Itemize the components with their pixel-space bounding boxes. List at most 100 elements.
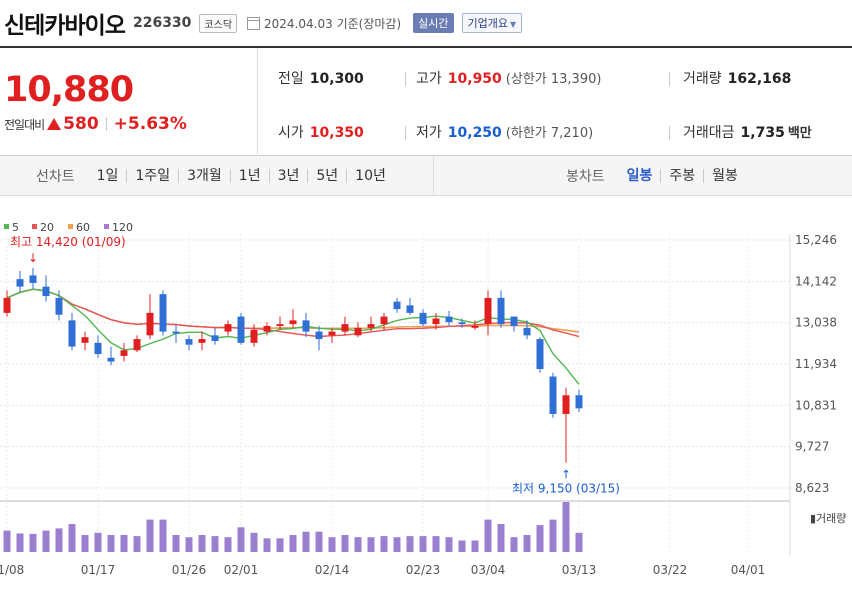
candle — [3, 290, 11, 317]
candle-body — [406, 305, 414, 313]
tab-weekly[interactable]: 주봉 — [660, 169, 703, 183]
annotations: 최고 14,420 (01/09) ↓ ↑최저 9,150 (03/15) — [10, 235, 620, 496]
volume-bar — [289, 535, 297, 552]
current-price: 10,880 — [4, 70, 134, 110]
volume-bar — [185, 537, 193, 552]
price-chart: 5 20 60 120 15,246 14,142 13,038 11,934 10,831 9… — [0, 221, 846, 577]
volume-bar — [81, 535, 89, 552]
candle-body — [250, 329, 258, 343]
arrow-down-icon: ↓ — [28, 251, 38, 265]
candle-body — [263, 325, 271, 332]
volume-bar — [393, 537, 401, 552]
ma5-line — [6, 288, 580, 385]
x-tick-label: 02/14 — [315, 563, 350, 577]
candle-body — [224, 324, 232, 332]
volume-bar — [55, 528, 63, 552]
candle — [172, 324, 180, 343]
candle — [380, 312, 388, 330]
legend-label-20: 20 — [40, 221, 54, 234]
stock-code: 226330 — [132, 15, 192, 31]
candle-body — [55, 297, 63, 315]
candle-body — [29, 275, 37, 283]
company-overview-button[interactable]: 기업개요 ▼ — [461, 13, 523, 33]
legend-swatch-20 — [32, 224, 37, 229]
candle-chart-label: 봉차트 — [566, 169, 605, 185]
candle — [29, 267, 37, 289]
candle — [575, 389, 583, 413]
chart-tabs: 선차트 1일 1주일 3개월 1년 3년 5년 10년 봉차트 일봉 주봉 월봉 — [0, 156, 852, 196]
candle — [341, 316, 349, 336]
y-tick-label: 9,727 — [795, 440, 829, 454]
candle-body — [198, 339, 206, 343]
price-change: 전일대비 580 +5.63% — [4, 114, 187, 134]
candle-body — [133, 339, 141, 351]
x-tick-label: 02/23 — [406, 563, 441, 577]
annotation-low: 최저 9,150 (03/15) — [512, 482, 620, 496]
x-tick-label: 04/01 — [731, 563, 766, 577]
candle — [523, 320, 531, 340]
x-axis: 01/08 01/17 01/26 02/01 02/14 02/23 03/04 03/13… — [0, 563, 765, 577]
tab-3y[interactable]: 3년 — [268, 169, 308, 183]
candle — [263, 322, 271, 336]
volume-bar — [406, 536, 414, 552]
volume-bar — [471, 540, 479, 552]
candle-body — [536, 339, 544, 370]
realtime-button[interactable]: 실시간 — [413, 13, 454, 33]
volume-bars: ▮거래량 — [3, 502, 846, 552]
tab-monthly[interactable]: 월봉 — [703, 169, 746, 183]
candle — [458, 318, 466, 328]
candle — [133, 335, 141, 353]
candle — [432, 312, 440, 330]
candle-body — [497, 297, 505, 325]
candle-body — [42, 286, 50, 297]
candle-body — [146, 312, 154, 336]
arrow-up-icon: ↑ — [561, 468, 571, 482]
volume-bar — [419, 536, 427, 552]
candle — [224, 320, 232, 336]
quote-panel: 10,880 전일대비 580 +5.63% 전일 10,300 고가 10,950… — [0, 46, 852, 156]
candle-body — [94, 342, 102, 355]
candle-body — [471, 325, 479, 328]
candle — [276, 316, 284, 330]
trade-amount: 거래대금 1,735 백만 — [683, 125, 812, 141]
candle — [354, 322, 362, 338]
volume-bar — [120, 535, 128, 552]
candle-body — [549, 376, 557, 414]
candle-body — [523, 327, 531, 336]
stock-header: 신테카바이오 226330 코스닥 2024.04.03 기준(장마감) 실시간… — [0, 0, 852, 46]
candle-body — [380, 316, 388, 325]
candle — [315, 325, 323, 351]
tab-10y[interactable]: 10년 — [346, 169, 394, 183]
candle-body — [393, 301, 401, 310]
y-axis: 15,246 14,142 13,038 11,934 10,831 9,727 8,623 — [795, 233, 837, 495]
volume-bar — [94, 532, 102, 552]
candle — [120, 342, 128, 362]
legend-label-120: 120 — [112, 221, 133, 234]
tab-1y[interactable]: 1년 — [229, 169, 269, 183]
annotation-high: 최고 14,420 (01/09) — [10, 235, 126, 249]
volume-bar — [250, 532, 258, 552]
tab-3m[interactable]: 3개월 — [178, 169, 230, 183]
candle — [393, 297, 401, 313]
tab-1w[interactable]: 1주일 — [126, 169, 178, 183]
volume-bar — [237, 527, 245, 552]
candle-body — [16, 279, 24, 287]
candle — [510, 316, 518, 332]
legend-swatch-120 — [104, 224, 109, 229]
change-label: 전일대비 — [4, 117, 45, 132]
volume-bar — [302, 531, 310, 552]
tab-1d[interactable]: 1일 — [96, 168, 119, 184]
market-badge: 코스닥 — [199, 13, 238, 33]
volume-bar — [315, 531, 323, 552]
volume-bar — [172, 535, 180, 552]
volume-bar — [42, 530, 50, 552]
tab-daily[interactable]: 일봉 — [626, 168, 653, 184]
candle-body — [432, 318, 440, 325]
candle — [367, 316, 375, 332]
high-price: 고가 10,950 (상한가 13,390) — [416, 71, 602, 87]
volume-bar — [159, 519, 167, 552]
candle — [94, 335, 102, 358]
candle — [81, 331, 89, 351]
ma-legend: 5 20 60 120 — [4, 221, 133, 234]
tab-5y[interactable]: 5년 — [307, 169, 346, 183]
